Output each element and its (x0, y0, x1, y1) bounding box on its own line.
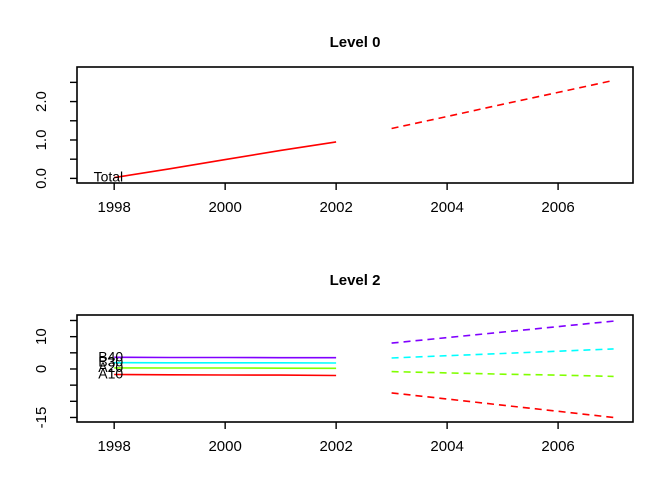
series-line-A20-forecast (391, 370, 614, 378)
series-line-B40-forecast (391, 320, 614, 344)
series-label-B40: B40 (98, 348, 123, 364)
x-axis-tick-label: 2004 (430, 199, 463, 216)
y-axis-tick-label: 0 (33, 365, 50, 373)
x-axis-tick-label: 1998 (97, 199, 130, 216)
plot-box (76, 66, 634, 184)
y-axis-tick-label: 10 (33, 328, 50, 345)
series-line-A10-history (114, 373, 337, 377)
series-line-B30-forecast (391, 348, 614, 359)
series-label-A10: A10 (98, 365, 123, 381)
x-axis-tick-label: 2004 (430, 438, 463, 455)
y-axis-tick-label: 1.0 (33, 130, 50, 151)
x-axis-tick-label: 2000 (208, 438, 241, 455)
series-label-Total: Total (94, 169, 124, 185)
series-line-A10-forecast (391, 392, 614, 419)
x-axis-tick-label: 2006 (541, 199, 574, 216)
panel-title-level-2: Level 2 (329, 272, 381, 289)
series-line-Total-history (114, 141, 337, 179)
x-axis-tick-label: 1998 (97, 438, 130, 455)
y-axis-tick-label: 2.0 (33, 91, 50, 112)
x-axis-tick-label: 2002 (319, 199, 352, 216)
y-axis-tick-label: 0.0 (33, 168, 50, 189)
y-axis-tick-label: -15 (33, 407, 50, 429)
x-axis-tick-label: 2006 (541, 438, 574, 455)
series-line-Total-forecast (391, 79, 614, 130)
panel-title-level-0: Level 0 (329, 34, 381, 51)
x-axis-tick-label: 2000 (208, 199, 241, 216)
x-axis-tick-label: 2002 (319, 438, 352, 455)
